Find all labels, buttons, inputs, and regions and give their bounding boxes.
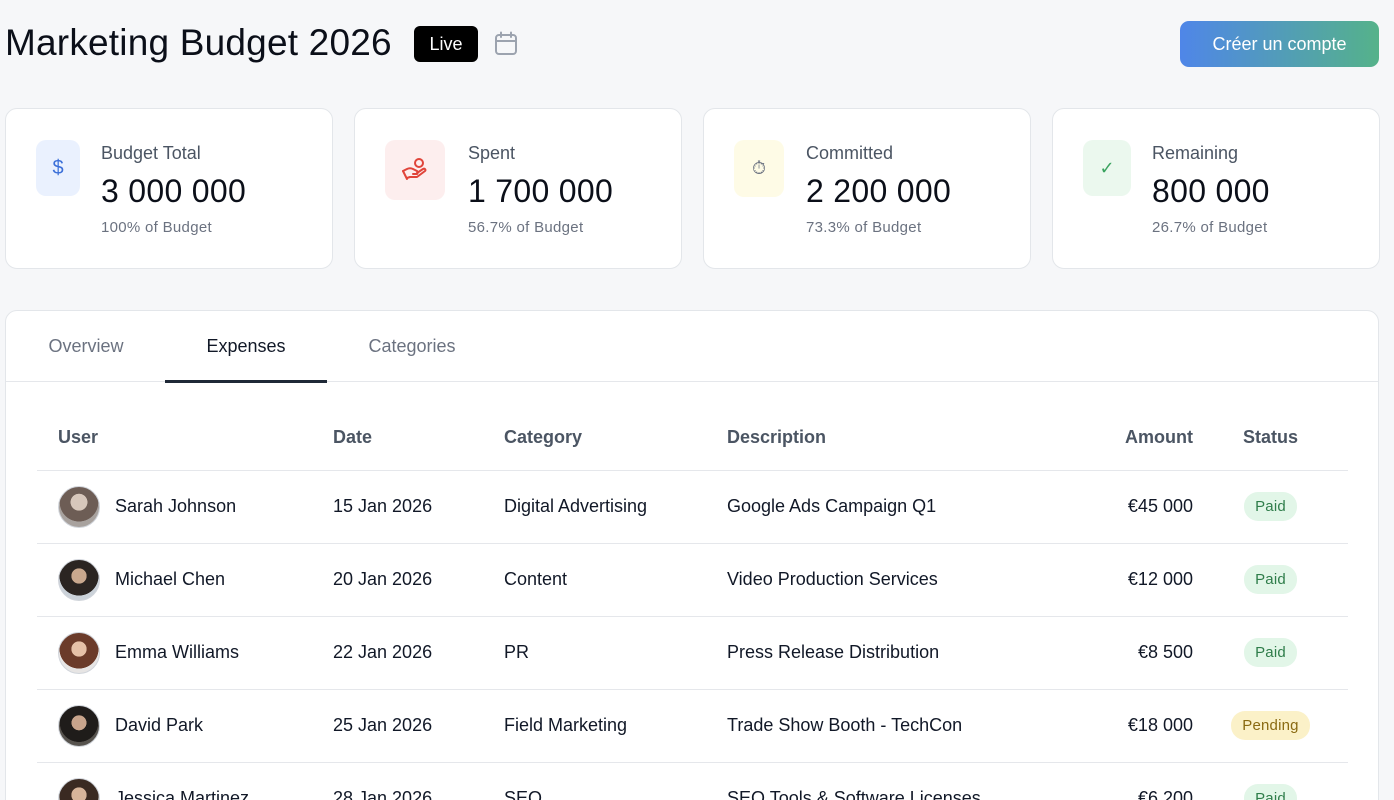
page-title: Marketing Budget 2026 — [5, 22, 392, 63]
stat-label: Spent — [468, 143, 516, 163]
column-header-status[interactable]: Status — [1193, 405, 1348, 471]
table-row[interactable]: Jessica Martinez 28 Jan 2026 SEO SEO Too… — [37, 762, 1348, 800]
column-header-amount[interactable]: Amount — [1063, 405, 1193, 471]
expense-description: Trade Show Booth - TechCon — [727, 689, 1063, 763]
stat-label: Committed — [806, 143, 894, 163]
avatar — [58, 704, 100, 747]
avatar — [58, 777, 100, 800]
live-badge: Live — [414, 26, 478, 62]
expense-category: Content — [504, 543, 727, 617]
status-badge: Paid — [1244, 638, 1297, 667]
check-icon: ✓ — [1083, 140, 1131, 196]
tab-bar: Overview Expenses Categories — [6, 311, 1378, 383]
expenses-table: User Date Category Description Amount St… — [37, 405, 1348, 800]
table-row[interactable]: Sarah Johnson 15 Jan 2026 Digital Advert… — [37, 470, 1348, 544]
avatar — [58, 558, 100, 601]
user-name: Jessica Martinez — [115, 788, 250, 800]
avatar — [58, 631, 100, 674]
tab-categories[interactable]: Categories — [368, 336, 456, 356]
stat-label: Remaining — [1152, 143, 1239, 163]
avatar — [58, 485, 100, 528]
expense-category: PR — [504, 616, 727, 690]
tab-expenses[interactable]: Expenses — [165, 311, 327, 383]
create-account-button[interactable]: Créer un compte — [1180, 21, 1379, 67]
expense-date: 25 Jan 2026 — [333, 689, 504, 763]
table-row[interactable]: Michael Chen 20 Jan 2026 Content Video P… — [37, 543, 1348, 617]
expense-amount: €12 000 — [1063, 543, 1193, 617]
stopwatch-icon: ⏱ — [734, 140, 784, 197]
stat-value: 3 000 000 — [101, 173, 247, 209]
expense-description: Google Ads Campaign Q1 — [727, 470, 1063, 544]
expense-amount: €6 200 — [1063, 762, 1193, 800]
calendar-icon[interactable] — [494, 31, 518, 57]
expense-category: Digital Advertising — [504, 470, 727, 544]
stat-card-remaining: ✓ Remaining 800 000 26.7% of Budget — [1052, 108, 1380, 269]
expense-category: Field Marketing — [504, 689, 727, 763]
expense-category: SEO — [504, 762, 727, 800]
user-name: Emma Williams — [115, 642, 239, 662]
expense-date: 20 Jan 2026 — [333, 543, 504, 617]
stat-value: 2 200 000 — [806, 173, 952, 209]
expense-amount: €45 000 — [1063, 470, 1193, 544]
stat-card-spent: Spent 1 700 000 56.7% of Budget — [354, 108, 682, 269]
status-badge: Pending — [1231, 711, 1310, 740]
expense-date: 15 Jan 2026 — [333, 470, 504, 544]
user-name: Michael Chen — [115, 569, 226, 589]
tab-overview[interactable]: Overview — [48, 336, 124, 356]
expense-description: SEO Tools & Software Licenses — [727, 762, 1063, 800]
expense-date: 28 Jan 2026 — [333, 762, 504, 800]
stat-card-budget-total: $ Budget Total 3 000 000 100% of Budget — [5, 108, 333, 269]
table-row[interactable]: David Park 25 Jan 2026 Field Marketing T… — [37, 689, 1348, 763]
table-header-row: User Date Category Description Amount St… — [37, 405, 1348, 471]
stat-card-committed: ⏱ Committed 2 200 000 73.3% of Budget — [703, 108, 1031, 269]
status-badge: Paid — [1244, 565, 1297, 594]
user-name: David Park — [115, 715, 204, 735]
hand-coins-icon — [385, 140, 445, 200]
expense-amount: €18 000 — [1063, 689, 1193, 763]
expense-amount: €8 500 — [1063, 616, 1193, 690]
column-header-category[interactable]: Category — [504, 405, 727, 471]
status-badge: Paid — [1244, 492, 1297, 521]
expense-description: Video Production Services — [727, 543, 1063, 617]
status-badge: Paid — [1244, 784, 1297, 800]
stat-value: 1 700 000 — [468, 173, 614, 209]
column-header-user[interactable]: User — [37, 405, 333, 471]
stat-label: Budget Total — [101, 143, 201, 163]
expenses-panel: Overview Expenses Categories User Date C… — [5, 310, 1379, 800]
stat-percentage: 56.7% of Budget — [468, 219, 584, 236]
expense-date: 22 Jan 2026 — [333, 616, 504, 690]
expense-description: Press Release Distribution — [727, 616, 1063, 690]
stat-value: 800 000 — [1152, 173, 1270, 209]
table-row[interactable]: Emma Williams 22 Jan 2026 PR Press Relea… — [37, 616, 1348, 690]
column-header-description[interactable]: Description — [727, 405, 1063, 471]
page-header: Marketing Budget 2026 Live Créer un comp… — [0, 0, 1394, 90]
column-header-date[interactable]: Date — [333, 405, 504, 471]
stat-percentage: 73.3% of Budget — [806, 219, 922, 236]
stat-percentage: 26.7% of Budget — [1152, 219, 1268, 236]
stat-percentage: 100% of Budget — [101, 219, 212, 236]
user-name: Sarah Johnson — [115, 496, 237, 516]
dollar-icon: $ — [36, 140, 80, 196]
